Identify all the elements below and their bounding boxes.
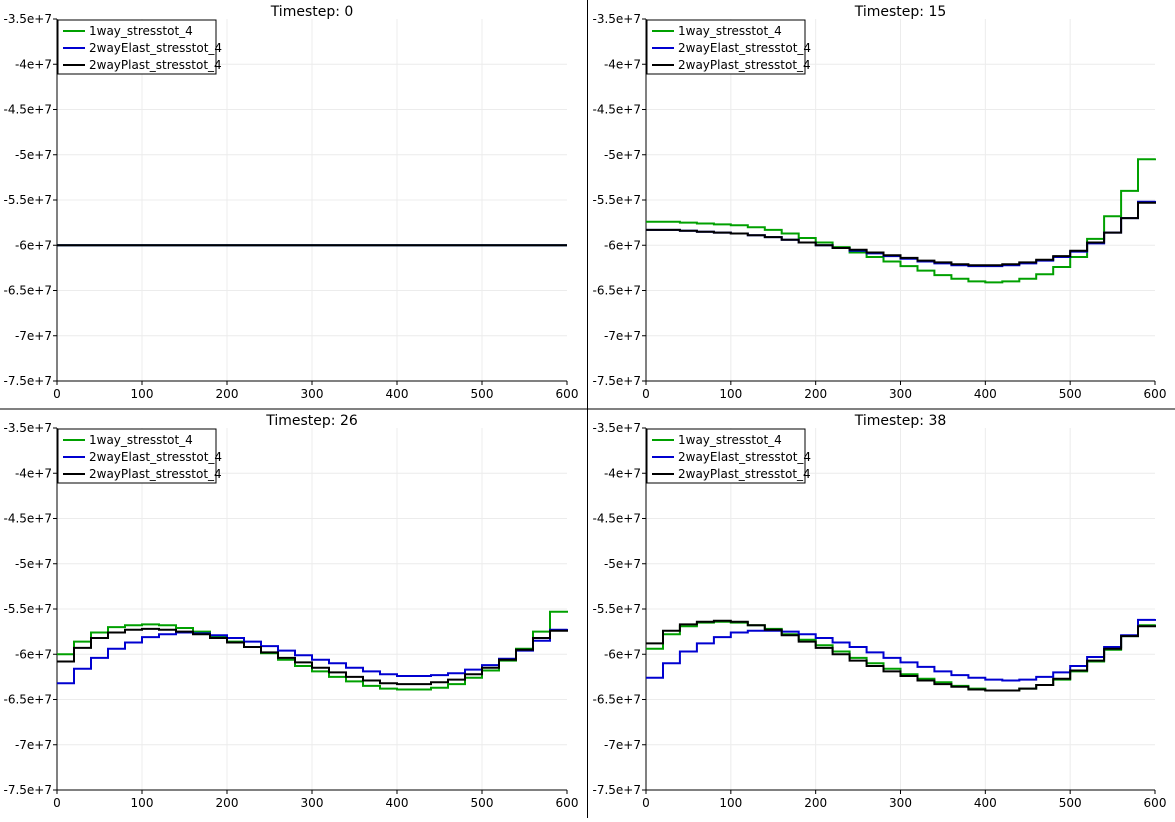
y-tick-label: -7.5e+7 bbox=[593, 783, 642, 797]
x-tick-label: 400 bbox=[974, 796, 997, 810]
y-tick-label: -3.5e+7 bbox=[593, 421, 642, 435]
y-tick-label: -5.5e+7 bbox=[4, 193, 53, 207]
x-tick-label: 200 bbox=[804, 387, 827, 401]
y-tick-label: -4.5e+7 bbox=[593, 103, 642, 117]
y-tick-label: -5e+7 bbox=[604, 148, 641, 162]
y-tick-label: -5.5e+7 bbox=[4, 602, 53, 616]
x-tick-label: 600 bbox=[1144, 387, 1167, 401]
series-line-2 bbox=[646, 619, 1156, 692]
y-tick-label: -5.5e+7 bbox=[593, 193, 642, 207]
y-tick-label: -6.5e+7 bbox=[593, 284, 642, 298]
legend-label: 2wayElast_stresstot_4 bbox=[89, 450, 222, 464]
chart-panel-3: Timestep: 38 0 100 200 300 400 500 600 -3.5e+7 -4… bbox=[593, 413, 1167, 810]
y-tick-label: -4.5e+7 bbox=[4, 512, 53, 526]
chart-panel-0: Timestep: 0 0 100 200 300 400 500 600 -3.5e+7 -4e… bbox=[4, 4, 579, 401]
y-tick-label: -4.5e+7 bbox=[4, 103, 53, 117]
x-tick-label: 400 bbox=[386, 387, 409, 401]
y-tick-label: -6e+7 bbox=[604, 238, 641, 252]
x-tick-label: 600 bbox=[556, 796, 579, 810]
legend-label: 1way_stresstot_4 bbox=[89, 24, 193, 38]
x-tick-label: 200 bbox=[216, 796, 239, 810]
legend-label: 1way_stresstot_4 bbox=[89, 433, 193, 447]
series-line-1 bbox=[57, 628, 568, 685]
chart-panel-2: Timestep: 26 0 100 200 300 400 500 600 -3.5e+7 -4… bbox=[4, 413, 579, 810]
y-tick-label: -6e+7 bbox=[15, 647, 52, 661]
y-tick-label: -4e+7 bbox=[604, 466, 641, 480]
y-tick-label: -6.5e+7 bbox=[4, 693, 53, 707]
y-tick-label: -6.5e+7 bbox=[4, 284, 53, 298]
x-tick-label: 0 bbox=[642, 796, 650, 810]
y-tick-label: -3.5e+7 bbox=[593, 12, 642, 26]
legend-label: 2wayElast_stresstot_4 bbox=[678, 41, 811, 55]
series-line-2 bbox=[646, 201, 1156, 267]
series-line-1 bbox=[646, 618, 1156, 682]
series-line-0 bbox=[646, 158, 1156, 284]
y-tick-label: -5.5e+7 bbox=[593, 602, 642, 616]
chart-title: Timestep: 0 bbox=[270, 4, 354, 20]
x-tick-label: 300 bbox=[889, 387, 912, 401]
x-tick-label: 300 bbox=[889, 796, 912, 810]
y-tick-label: -4e+7 bbox=[15, 57, 52, 71]
y-tick-label: -7.5e+7 bbox=[593, 374, 642, 388]
chart-title: Timestep: 38 bbox=[854, 413, 947, 429]
x-tick-label: 100 bbox=[719, 796, 742, 810]
y-tick-label: -6e+7 bbox=[604, 647, 641, 661]
y-tick-label: -7e+7 bbox=[15, 738, 52, 752]
legend-label: 2wayElast_stresstot_4 bbox=[678, 450, 811, 464]
y-tick-label: -4.5e+7 bbox=[593, 512, 642, 526]
x-tick-label: 600 bbox=[1144, 796, 1167, 810]
x-tick-label: 100 bbox=[719, 387, 742, 401]
y-tick-label: -3.5e+7 bbox=[4, 12, 53, 26]
x-tick-label: 100 bbox=[131, 387, 154, 401]
x-tick-label: 300 bbox=[301, 387, 324, 401]
x-tick-label: 500 bbox=[471, 387, 494, 401]
x-tick-label: 300 bbox=[301, 796, 324, 810]
chart-title: Timestep: 15 bbox=[854, 4, 947, 20]
y-tick-label: -4e+7 bbox=[604, 57, 641, 71]
x-tick-label: 500 bbox=[1059, 796, 1082, 810]
chart-panel-1: Timestep: 15 0 100 200 300 400 500 600 -3.5e+7 -4… bbox=[593, 4, 1167, 401]
x-tick-label: 500 bbox=[1059, 387, 1082, 401]
y-tick-label: -7.5e+7 bbox=[4, 783, 53, 797]
y-tick-label: -4e+7 bbox=[15, 466, 52, 480]
y-tick-label: -7e+7 bbox=[15, 329, 52, 343]
x-tick-label: 400 bbox=[386, 796, 409, 810]
x-tick-label: 200 bbox=[216, 387, 239, 401]
x-tick-label: 200 bbox=[804, 796, 827, 810]
y-tick-label: -6.5e+7 bbox=[593, 693, 642, 707]
legend-label: 2wayPlast_stresstot_4 bbox=[678, 467, 811, 481]
x-tick-label: 100 bbox=[131, 796, 154, 810]
y-tick-label: -5e+7 bbox=[15, 557, 52, 571]
y-tick-label: -5e+7 bbox=[604, 557, 641, 571]
x-tick-label: 0 bbox=[642, 387, 650, 401]
x-tick-label: 0 bbox=[53, 387, 61, 401]
y-tick-label: -5e+7 bbox=[15, 148, 52, 162]
chart-title: Timestep: 26 bbox=[265, 413, 358, 429]
legend-label: 1way_stresstot_4 bbox=[678, 24, 782, 38]
y-tick-label: -7e+7 bbox=[604, 329, 641, 343]
y-tick-label: -3.5e+7 bbox=[4, 421, 53, 435]
legend-label: 1way_stresstot_4 bbox=[678, 433, 782, 447]
y-tick-label: -7e+7 bbox=[604, 738, 641, 752]
legend-label: 2wayElast_stresstot_4 bbox=[89, 41, 222, 55]
x-tick-label: 600 bbox=[556, 387, 579, 401]
legend-label: 2wayPlast_stresstot_4 bbox=[89, 467, 222, 481]
legend-label: 2wayPlast_stresstot_4 bbox=[678, 58, 811, 72]
x-tick-label: 400 bbox=[974, 387, 997, 401]
y-tick-label: -6e+7 bbox=[15, 238, 52, 252]
legend-label: 2wayPlast_stresstot_4 bbox=[89, 58, 222, 72]
x-tick-label: 0 bbox=[53, 796, 61, 810]
series-line-2 bbox=[57, 627, 568, 686]
y-tick-label: -7.5e+7 bbox=[4, 374, 53, 388]
x-tick-label: 500 bbox=[471, 796, 494, 810]
